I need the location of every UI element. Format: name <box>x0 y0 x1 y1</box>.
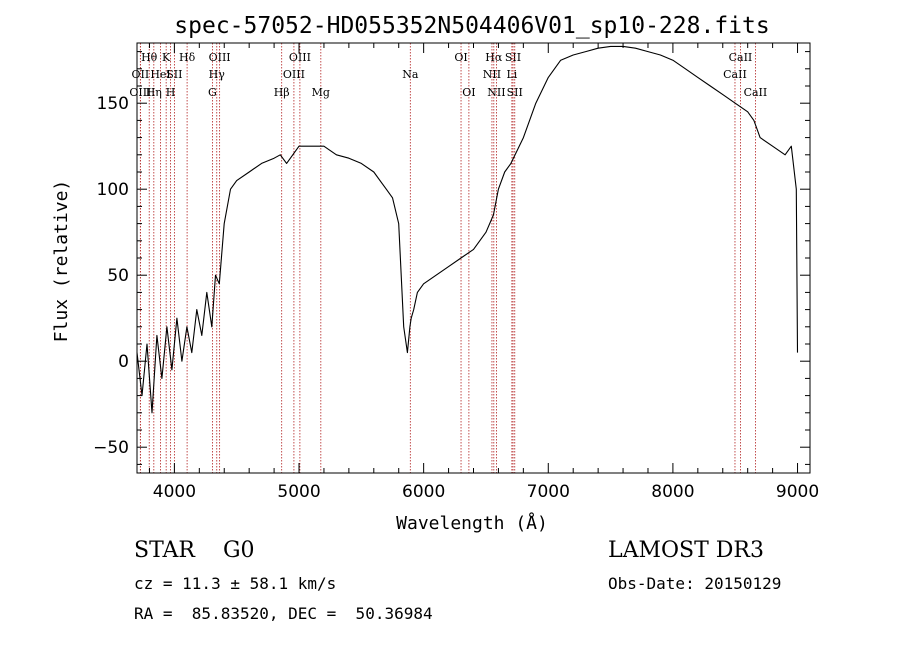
line-marker-label: Hγ <box>209 68 226 81</box>
redshift-cz: cz = 11.3 ± 58.1 km/s <box>134 574 337 593</box>
line-marker-label: Hδ <box>179 51 196 64</box>
y-tick-label: 0 <box>118 352 129 372</box>
chart-title: spec-57052-HD055352N504406V01_sp10-228.f… <box>174 13 769 39</box>
coordinates: RA = 85.83520, DEC = 50.36984 <box>134 604 433 623</box>
y-axis-label: Flux (relative) <box>51 180 72 343</box>
obs-date: Obs-Date: 20150129 <box>608 574 782 593</box>
line-marker-label: Hβ <box>274 86 290 99</box>
line-marker-label: OIII <box>289 51 311 64</box>
line-marker-label: Li <box>506 68 517 81</box>
line-marker-label: Na <box>402 68 419 81</box>
x-tick-label: 7000 <box>527 482 570 502</box>
series-layer <box>136 45 799 414</box>
line-marker-label: OI <box>454 51 467 64</box>
line-marker-label: HeI <box>150 68 170 81</box>
line-marker-label: SII <box>166 68 182 81</box>
line-marker-label: Hθ <box>141 51 158 64</box>
line-marker-label: OIII <box>209 51 231 64</box>
plot-frame <box>136 42 811 474</box>
survey-name: LAMOST DR3 <box>608 538 764 563</box>
x-tick-label: 5000 <box>277 482 320 502</box>
line-marker-label: CaII <box>729 51 753 64</box>
line-marker-label: G <box>208 86 217 99</box>
line-marker-label: OIII <box>129 86 151 99</box>
object-class: STAR G0 <box>134 538 255 563</box>
line-marker-label: Hα <box>485 51 503 64</box>
line-marker-label: Mg <box>312 86 330 99</box>
axes: 4000 5000 6000 7000 8000 9000 −50 0 50 100 150 <box>93 43 819 502</box>
x-tick-label: 6000 <box>402 482 445 502</box>
line-marker-label: SII <box>505 51 521 64</box>
line-marker-label: OIII <box>283 68 305 81</box>
x-tick-label: 9000 <box>776 482 819 502</box>
y-tick-label: −50 <box>93 438 129 458</box>
y-tick-label: 150 <box>97 94 129 114</box>
line-marker-label: NII <box>483 68 501 81</box>
line-marker-label: Hη <box>146 86 162 99</box>
line-marker-label: K <box>162 51 171 64</box>
y-tick-label: 50 <box>107 266 129 286</box>
line-marker-label: CaII <box>744 86 768 99</box>
x-tick-label: 4000 <box>153 482 196 502</box>
line-marker-label: CaII <box>723 68 747 81</box>
y-tick-label: 100 <box>97 180 129 200</box>
x-tick-label: 8000 <box>651 482 694 502</box>
x-axis-label: Wavelength (Å) <box>396 512 548 534</box>
line-marker-label: H <box>166 86 176 99</box>
line-marker-label: NII <box>487 86 505 99</box>
line-marker-label: OI <box>462 86 475 99</box>
line-marker-label: SII <box>507 86 523 99</box>
series-line-spectrum <box>136 45 799 414</box>
